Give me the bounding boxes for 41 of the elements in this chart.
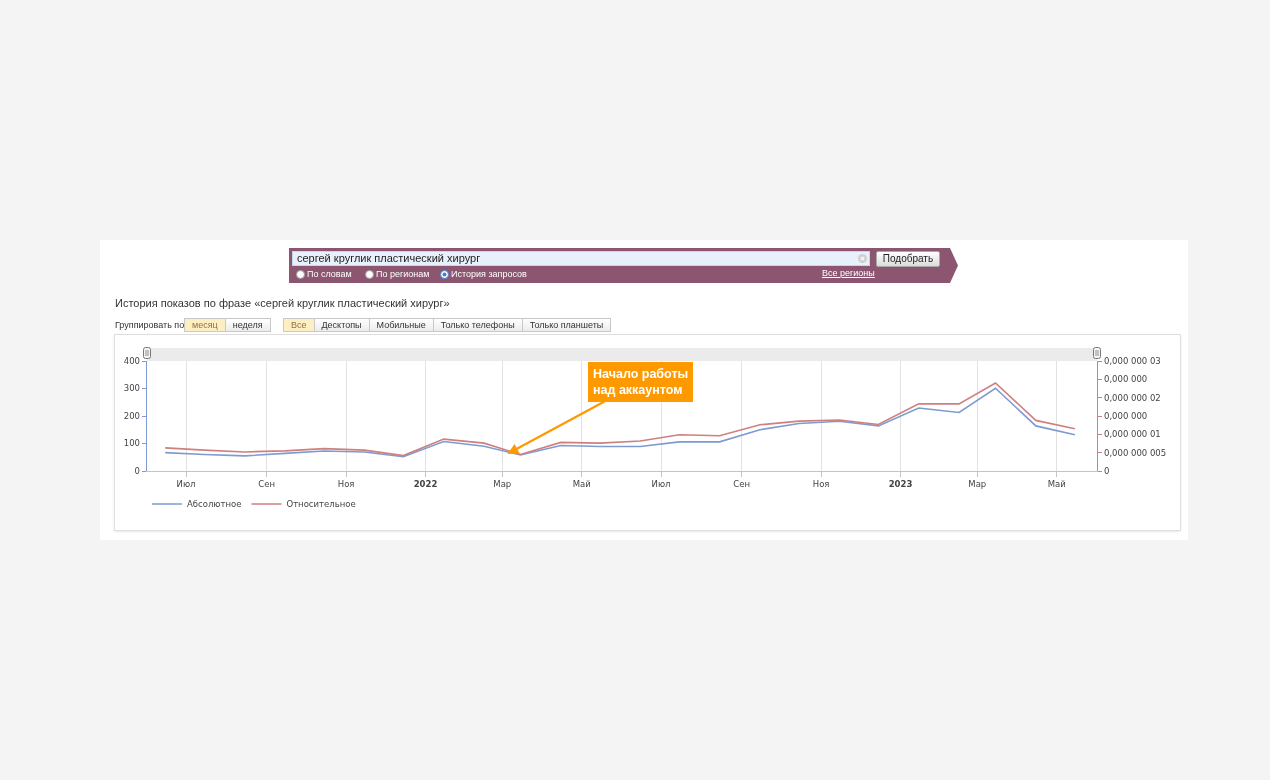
x-tick-label: Мар [968,479,987,490]
y2-tick-label: 0 [1104,465,1110,476]
x-tick-label: Сен [733,479,751,490]
chart-title: История показов по фразе «сергей круглик пластический хирург» [115,297,450,309]
button: Мобильные [368,318,434,332]
text: История запросов [451,269,527,280]
text: По регионам [376,269,430,280]
x-tick-label: 2022 [413,479,438,490]
x-tick-label: Ноя [337,479,355,490]
x-tick-label: Ноя [812,479,830,490]
legend-label: Абсолютное [187,499,242,510]
text: По словам [307,269,352,280]
x-tick-label: Мар [493,479,512,490]
x-tick-label: Июл [651,479,671,490]
x-tick-label: Май [572,479,591,490]
y-tick-label: 100 [123,438,140,449]
y2-tick-label: 0,000 000 01 [1104,429,1161,440]
button: Только планшеты [521,318,612,332]
x-tick-label: Май [1047,479,1066,490]
y-tick-label: 200 [123,410,140,421]
y2-tick-label: 0,000 000 [1104,410,1148,421]
x-tick-label: Сен [258,479,276,490]
button: Десктопы [313,318,370,332]
x-tick-label: Июл [176,479,196,490]
y-tick-label: 300 [123,383,140,394]
search-field: сергей круглик пластический хирург [292,251,870,266]
y-tick-label: 400 [123,355,140,366]
x-tick-label: 2023 [888,479,913,490]
legend-label: Относительное [286,499,356,510]
y2-tick-label: 0,000 000 02 [1104,392,1161,403]
button: неделя [224,318,271,332]
y2-tick-label: 0,000 000 005 [1104,447,1167,458]
y2-tick-label: 0,000 000 03 [1104,355,1161,366]
annotation: Начало работы над аккаунтом [593,367,689,398]
y2-tick-label: 0,000 000 [1104,374,1148,385]
button: Только телефоны [432,318,523,332]
button: Подобрать [876,251,940,267]
text: Все регионы [822,268,875,279]
y-tick-label: 0 [134,465,140,476]
button: месяц [184,318,226,332]
button: Все [283,318,315,332]
